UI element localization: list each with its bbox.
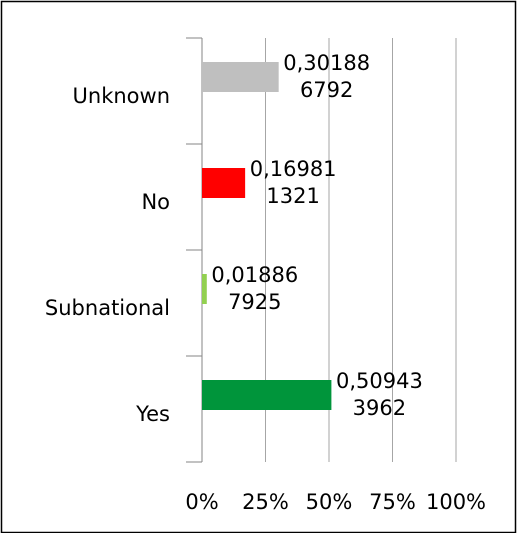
- y-tick-label: No: [141, 190, 170, 214]
- data-label-line: 7925: [228, 290, 281, 314]
- data-label-line: 3962: [353, 396, 406, 420]
- x-tick-label: 25%: [242, 490, 289, 514]
- y-tick-label: Unknown: [73, 84, 170, 108]
- bar: [202, 168, 246, 198]
- data-label-line: 0,30188: [283, 51, 370, 75]
- data-label: 0,30188 6792: [283, 51, 370, 102]
- bar: [202, 380, 332, 410]
- bar: [202, 62, 279, 92]
- y-tick-label: Yes: [135, 402, 170, 426]
- bar: [202, 274, 207, 304]
- data-label: 0,01886 7925: [211, 263, 298, 314]
- data-label-line: 6792: [300, 78, 353, 102]
- x-tick-label: 50%: [306, 490, 353, 514]
- data-label-line: 0,01886: [211, 263, 298, 287]
- data-label: 0,16981 1321: [250, 157, 337, 208]
- data-label-line: 0,50943: [336, 369, 423, 393]
- data-label: 0,50943 3962: [336, 369, 423, 420]
- data-label-line: 0,16981: [250, 157, 337, 181]
- x-tick-label: 100%: [426, 490, 486, 514]
- y-tick-label: Subnational: [45, 296, 170, 320]
- data-label-line: 1321: [266, 184, 319, 208]
- x-tick-label: 0%: [185, 490, 218, 514]
- x-tick-label: 75%: [369, 490, 416, 514]
